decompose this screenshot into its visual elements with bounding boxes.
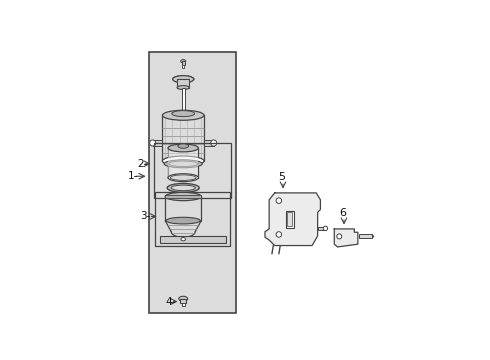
Bar — [318, 227, 325, 230]
Bar — [177, 79, 189, 87]
Bar — [182, 303, 185, 306]
Ellipse shape — [171, 185, 196, 191]
Bar — [204, 140, 214, 146]
Ellipse shape — [172, 111, 195, 117]
Ellipse shape — [177, 86, 189, 90]
Ellipse shape — [162, 156, 204, 166]
Bar — [155, 192, 230, 246]
Bar — [153, 143, 231, 198]
Ellipse shape — [211, 140, 217, 146]
Ellipse shape — [178, 144, 189, 148]
Ellipse shape — [276, 232, 282, 237]
Bar — [182, 64, 184, 68]
Ellipse shape — [169, 161, 198, 167]
Ellipse shape — [168, 144, 198, 152]
Ellipse shape — [181, 59, 186, 63]
Ellipse shape — [149, 140, 156, 146]
Bar — [182, 61, 185, 64]
Bar — [182, 87, 185, 114]
Bar — [359, 234, 372, 238]
Ellipse shape — [162, 110, 204, 120]
Ellipse shape — [170, 175, 196, 180]
Ellipse shape — [323, 226, 328, 231]
Bar — [181, 236, 185, 242]
Bar — [160, 236, 226, 243]
Ellipse shape — [181, 240, 185, 243]
Text: 4-: 4- — [165, 297, 175, 307]
Bar — [287, 212, 292, 226]
Ellipse shape — [179, 296, 188, 301]
Ellipse shape — [165, 192, 201, 201]
Ellipse shape — [164, 160, 202, 168]
Bar — [148, 51, 236, 314]
Bar — [168, 148, 198, 177]
Polygon shape — [334, 229, 358, 247]
Ellipse shape — [168, 174, 198, 181]
Polygon shape — [265, 193, 320, 246]
Bar — [180, 298, 186, 303]
Bar — [165, 195, 201, 198]
Ellipse shape — [337, 234, 342, 239]
Ellipse shape — [172, 76, 194, 83]
Bar — [286, 211, 294, 228]
Text: 3-: 3- — [140, 211, 150, 221]
Text: 5: 5 — [278, 172, 285, 182]
Ellipse shape — [167, 184, 199, 192]
Ellipse shape — [276, 198, 282, 203]
Text: 2-: 2- — [138, 159, 148, 169]
Ellipse shape — [166, 217, 200, 224]
Text: 1-: 1- — [128, 171, 138, 181]
Text: 6: 6 — [339, 208, 346, 218]
Bar — [153, 140, 162, 146]
Ellipse shape — [181, 238, 185, 241]
